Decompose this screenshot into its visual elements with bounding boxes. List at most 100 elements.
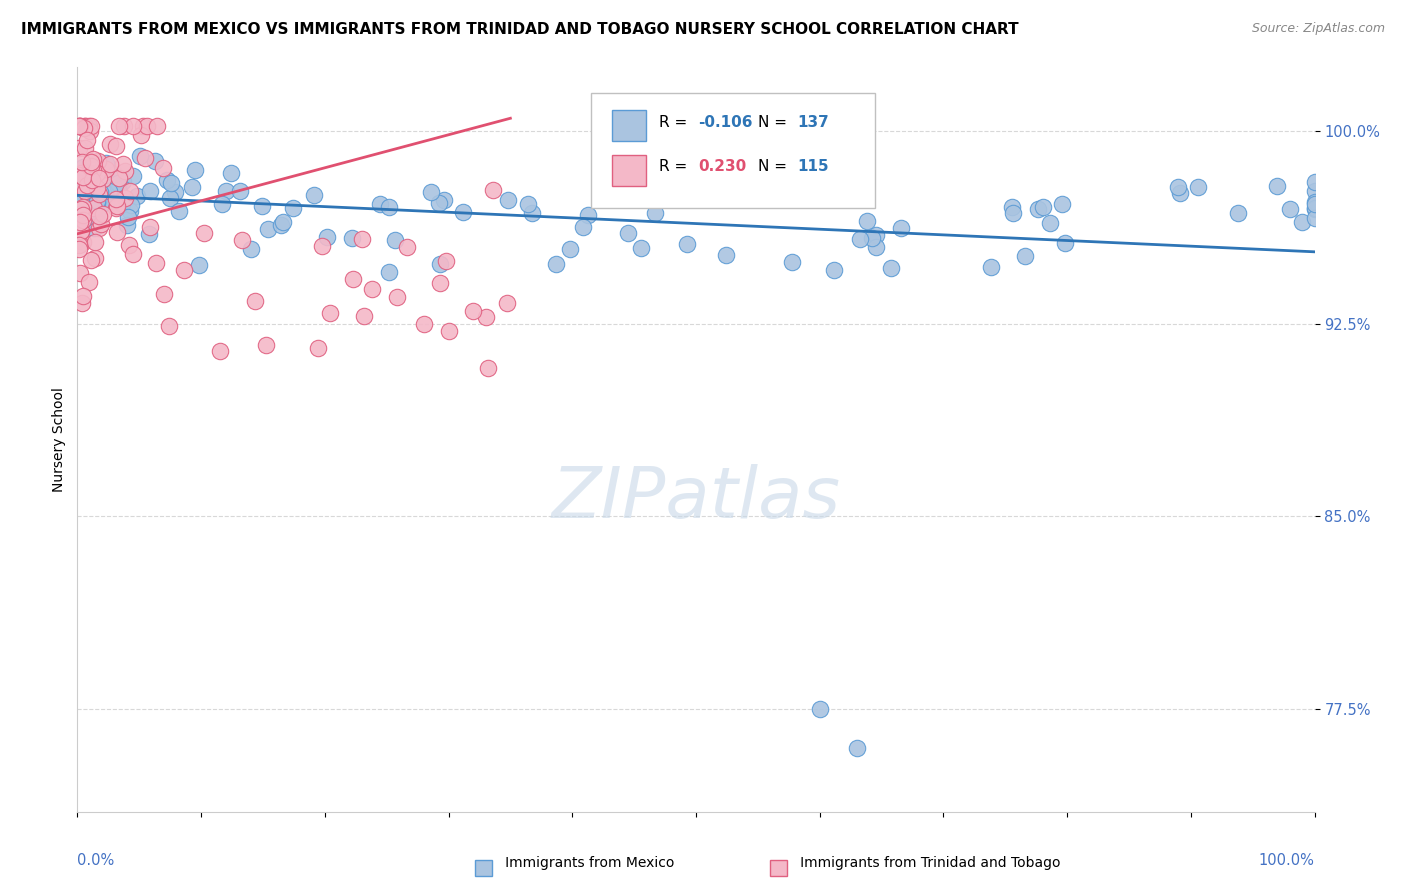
Point: [72, 160, 94, 174]
Point: [1267, 179, 1289, 194]
Point: [118, 237, 141, 252]
Point: [84, 214, 107, 228]
Point: [83, 220, 105, 235]
Point: [463, 304, 485, 318]
Point: [91, 187, 114, 202]
Text: -0.106: -0.106: [699, 114, 754, 129]
Point: [808, 702, 831, 716]
Point: [70, 224, 93, 238]
Point: [429, 277, 451, 291]
Point: [87, 209, 110, 223]
Point: [67, 196, 90, 211]
Point: [84, 235, 107, 250]
Point: [82, 153, 104, 167]
Point: [86, 154, 108, 169]
Point: [121, 119, 143, 133]
Point: [311, 239, 333, 253]
Point: [360, 283, 382, 297]
Text: N =: N =: [758, 159, 792, 174]
Point: [139, 184, 162, 198]
Text: 100.0%: 100.0%: [1258, 853, 1315, 868]
Point: [111, 189, 134, 203]
Point: [250, 199, 273, 213]
Point: [79, 166, 101, 180]
Point: [104, 139, 127, 153]
Point: [105, 225, 128, 239]
Point: [208, 344, 231, 359]
Point: [67, 203, 90, 218]
Point: [129, 128, 152, 143]
Point: [76, 206, 98, 220]
Point: [433, 193, 456, 207]
Point: [69, 224, 91, 238]
Point: [823, 263, 845, 277]
Point: [675, 237, 697, 252]
Point: [69, 266, 91, 280]
Point: [70, 185, 93, 199]
Point: [281, 201, 304, 215]
Point: [1303, 184, 1326, 198]
Text: IMMIGRANTS FROM MEXICO VS IMMIGRANTS FROM TRINIDAD AND TOBAGO NURSERY SCHOOL COR: IMMIGRANTS FROM MEXICO VS IMMIGRANTS FRO…: [21, 22, 1019, 37]
Point: [79, 161, 101, 175]
Point: [80, 173, 103, 187]
Point: [70, 179, 93, 194]
Point: [616, 226, 638, 240]
Point: [860, 231, 883, 245]
Point: [69, 236, 91, 251]
Point: [342, 231, 364, 245]
Point: [1053, 235, 1076, 250]
Text: R =: R =: [659, 159, 692, 174]
FancyBboxPatch shape: [612, 110, 647, 142]
Point: [377, 200, 399, 214]
Point: [97, 195, 120, 210]
Point: [780, 255, 803, 269]
Point: [89, 186, 111, 200]
Point: [67, 180, 90, 194]
Point: [716, 248, 738, 262]
FancyBboxPatch shape: [612, 155, 647, 186]
Point: [67, 243, 90, 257]
Point: [118, 203, 141, 218]
Text: Source: ZipAtlas.com: Source: ZipAtlas.com: [1251, 22, 1385, 36]
Point: [80, 159, 103, 173]
Point: [80, 183, 103, 197]
Point: [72, 183, 94, 197]
Point: [67, 238, 90, 252]
Point: [353, 309, 375, 323]
Point: [307, 341, 329, 355]
Point: [125, 189, 148, 203]
Point: [180, 179, 202, 194]
Point: [76, 194, 98, 208]
Point: [72, 169, 94, 184]
Point: [1303, 197, 1326, 211]
Point: [122, 169, 145, 183]
Point: [477, 361, 499, 376]
Point: [865, 227, 887, 242]
Point: [72, 200, 94, 214]
Point: [219, 166, 242, 180]
Point: [1050, 197, 1073, 211]
Point: [890, 220, 912, 235]
Point: [880, 260, 903, 275]
Point: [1187, 180, 1209, 194]
Text: 0.230: 0.230: [699, 159, 747, 174]
Text: Immigrants from Mexico: Immigrants from Mexico: [492, 855, 675, 870]
Point: [157, 319, 180, 334]
Point: [122, 247, 145, 261]
Point: [572, 220, 595, 235]
Point: [84, 251, 107, 265]
Point: [67, 186, 90, 200]
Point: [97, 184, 120, 198]
Point: [91, 207, 114, 221]
Point: [1303, 202, 1326, 216]
Point: [520, 206, 543, 220]
Point: [105, 199, 128, 213]
Point: [79, 124, 101, 138]
Point: [1303, 175, 1326, 189]
Point: [114, 164, 136, 178]
Point: [79, 252, 101, 267]
Point: [163, 185, 186, 199]
Point: [67, 207, 90, 221]
Point: [76, 178, 98, 192]
Point: [73, 121, 96, 136]
